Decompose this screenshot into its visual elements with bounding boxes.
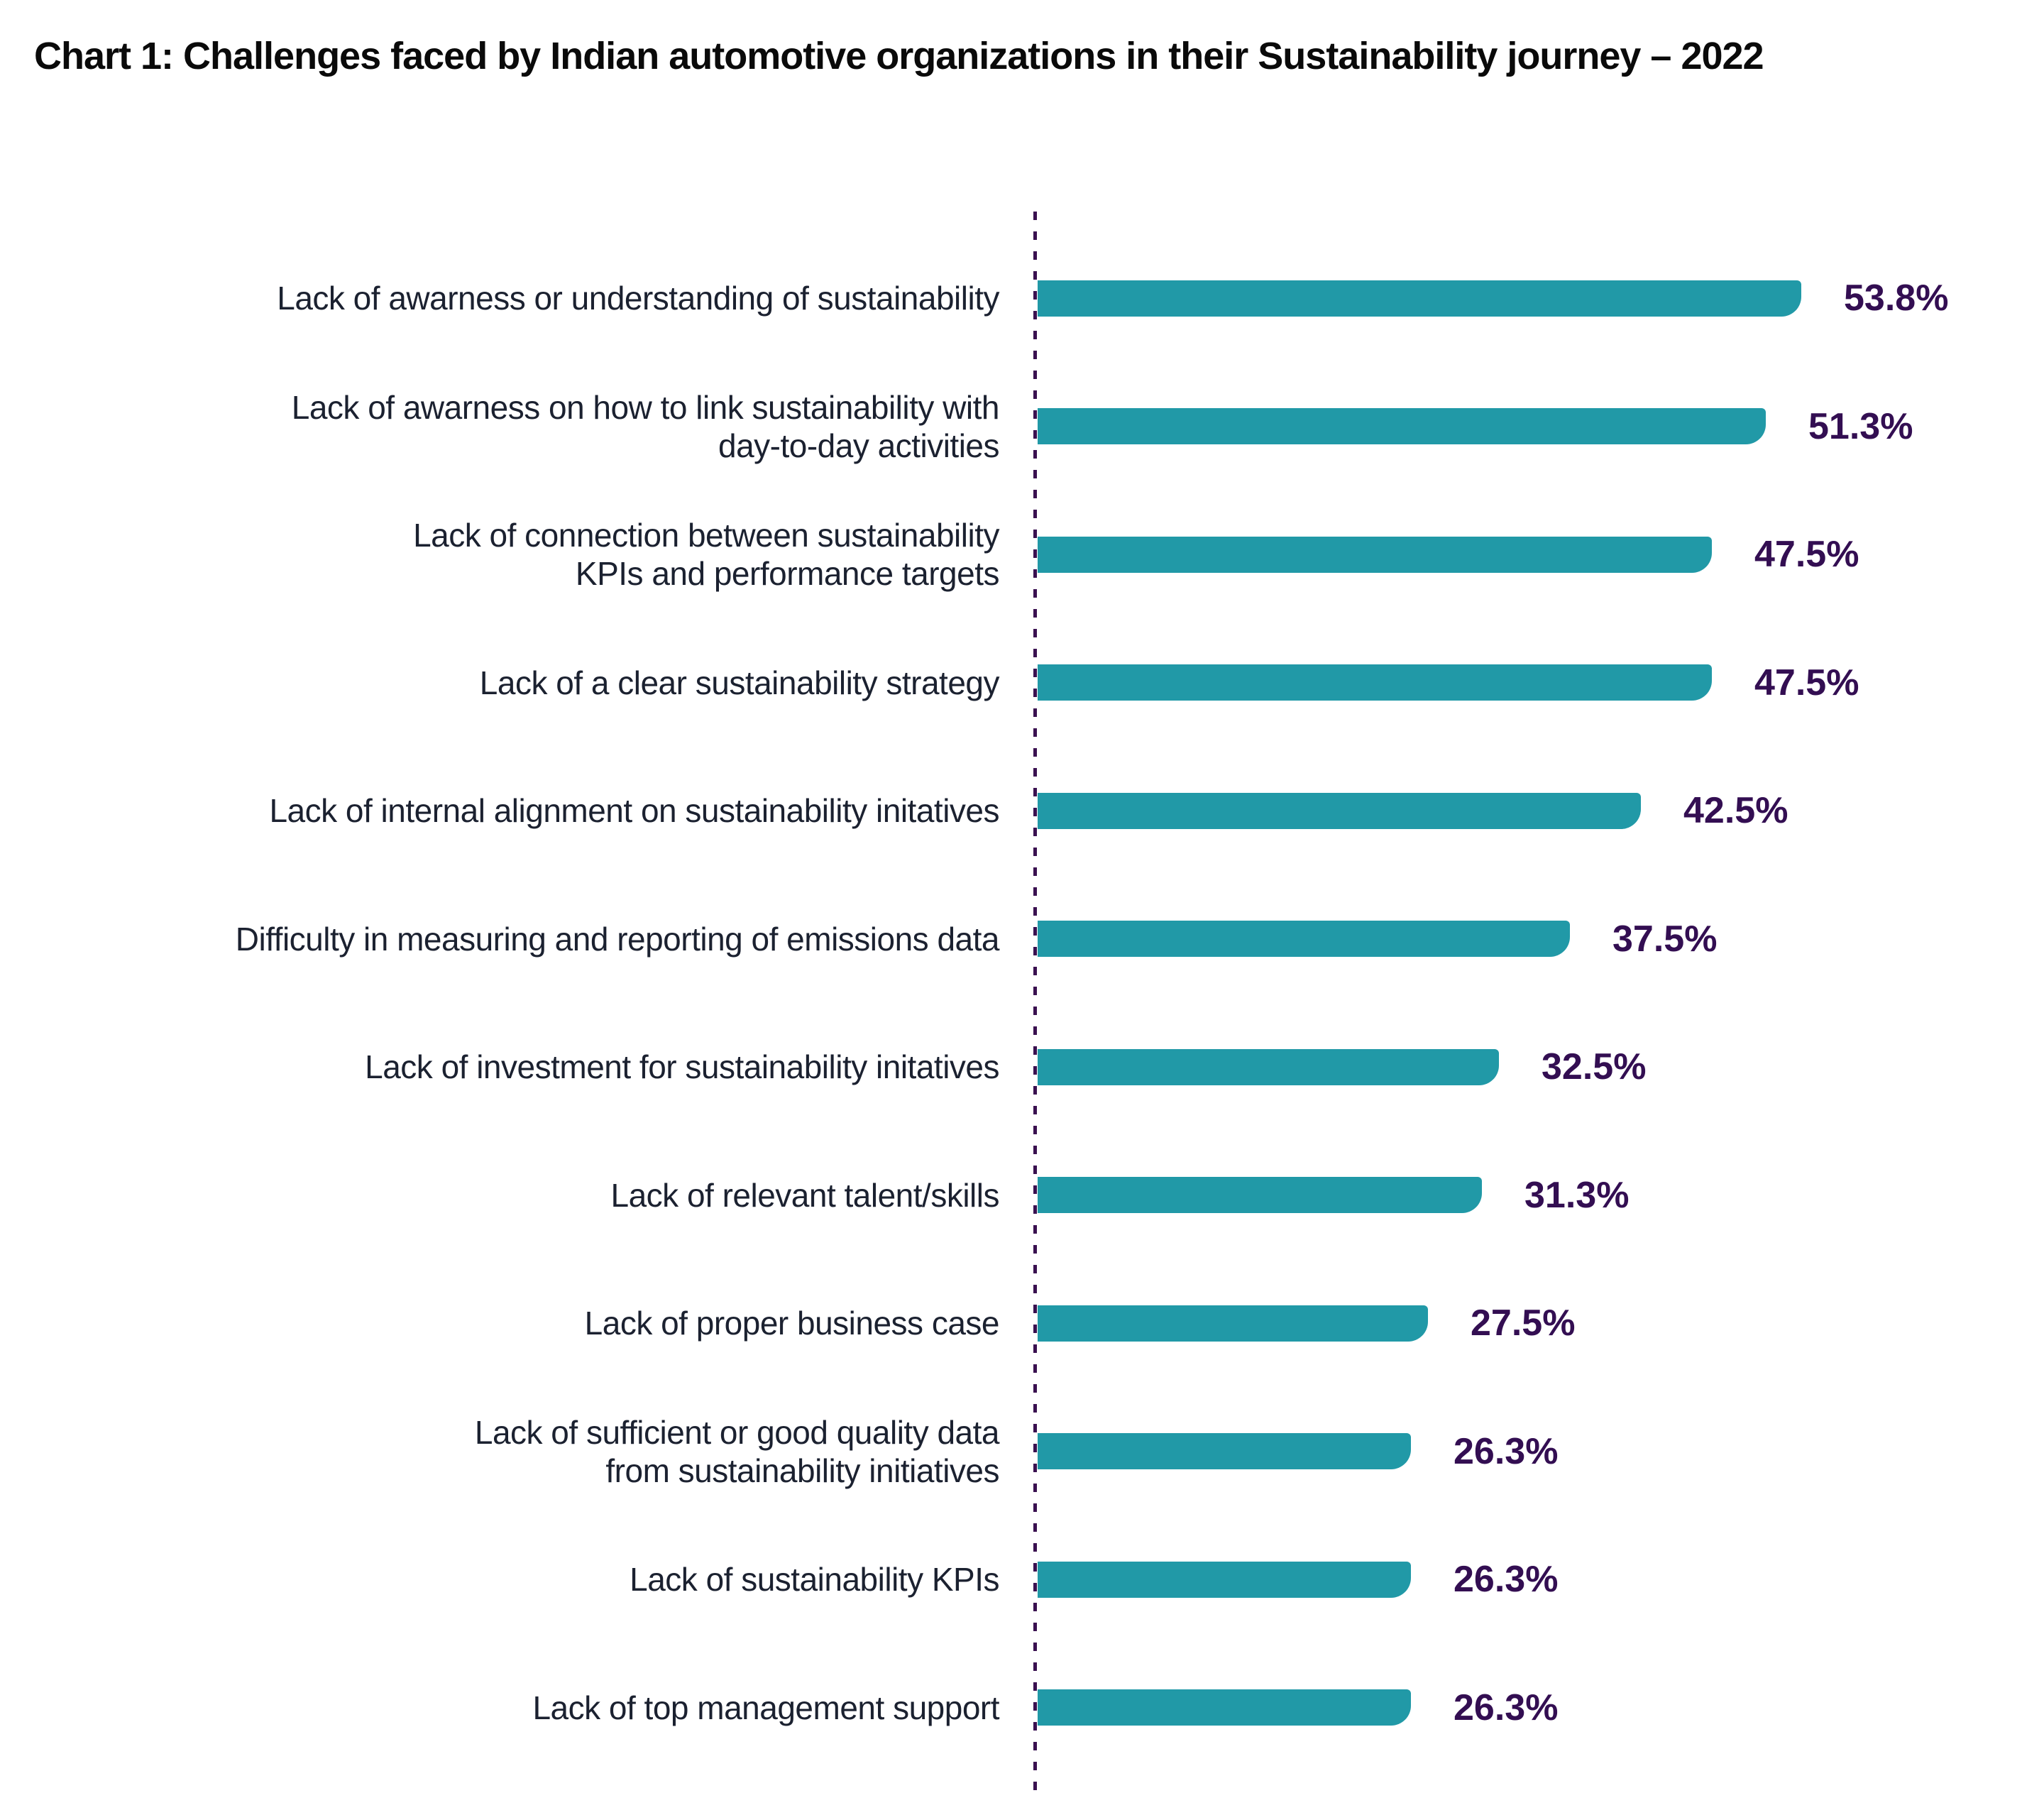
category-label: Lack of awarness or understanding of sus… (277, 280, 999, 317)
category-label: Lack of top management support (532, 1689, 999, 1726)
category-label: Lack of investment for sustainability in… (365, 1048, 999, 1086)
bar-row: Difficulty in measuring and reporting of… (0, 875, 2044, 1004)
value-label: 53.8% (1844, 278, 1949, 319)
category-label: Lack of sufficient or good quality data … (474, 1413, 1000, 1489)
value-label: 26.3% (1454, 1559, 1559, 1601)
value-label: 47.5% (1754, 534, 1859, 576)
value-label: 42.5% (1683, 790, 1788, 832)
bar (1038, 921, 1570, 958)
bar (1038, 664, 1712, 701)
bar (1038, 1177, 1482, 1214)
category-label: Lack of sustainability KPIs (630, 1561, 999, 1599)
bar-row: Lack of internal alignment on sustainabi… (0, 747, 2044, 875)
value-label: 31.3% (1524, 1174, 1630, 1216)
category-label: Lack of connection between sustainabilit… (413, 517, 999, 593)
bar-row: Lack of sustainability KPIs 26.3% (0, 1515, 2044, 1644)
value-label: 47.5% (1754, 662, 1859, 703)
bar-row: Lack of a clear sustainability strategy … (0, 619, 2044, 747)
bar-row: Lack of relevant talent/skills 31.3% (0, 1131, 2044, 1260)
bar (1038, 792, 1641, 829)
category-label: Lack of proper business case (584, 1305, 1000, 1342)
bar-row: Lack of awarness or understanding of sus… (0, 234, 2044, 363)
bar-row: Lack of connection between sustainabilit… (0, 490, 2044, 619)
value-label: 51.3% (1808, 405, 1913, 447)
bar (1038, 408, 1766, 445)
value-label: 37.5% (1612, 918, 1718, 960)
bar (1038, 1689, 1411, 1726)
bar-row: Lack of investment for sustainability in… (0, 1003, 2044, 1131)
value-label: 32.5% (1542, 1046, 1647, 1088)
value-label: 27.5% (1471, 1303, 1576, 1344)
bar (1038, 280, 1801, 317)
bar-row: Lack of sufficient or good quality data … (0, 1388, 2044, 1516)
value-label: 26.3% (1454, 1430, 1559, 1472)
category-label: Lack of relevant talent/skills (610, 1176, 1000, 1214)
bar (1038, 1305, 1428, 1342)
bar (1038, 536, 1712, 573)
bar-row: Lack of proper business case 27.5% (0, 1259, 2044, 1388)
category-label: Lack of a clear sustainability strategy (479, 664, 1000, 701)
bar-chart: Lack of awarness or understanding of sus… (0, 234, 2044, 1772)
axis-baseline (1033, 212, 1037, 1794)
bar-row: Lack of awarness on how to link sustaina… (0, 363, 2044, 491)
bar (1038, 1561, 1411, 1598)
chart-title: Chart 1: Challenges faced by Indian auto… (34, 35, 1764, 77)
category-label: Lack of awarness on how to link sustaina… (291, 388, 1000, 464)
category-label: Lack of internal alignment on sustainabi… (269, 792, 999, 830)
bar (1038, 1048, 1499, 1085)
bar (1038, 1433, 1411, 1470)
value-label: 26.3% (1454, 1687, 1559, 1728)
category-label: Difficulty in measuring and reporting of… (235, 920, 1000, 958)
bar-row: Lack of top management support 26.3% (0, 1644, 2044, 1772)
